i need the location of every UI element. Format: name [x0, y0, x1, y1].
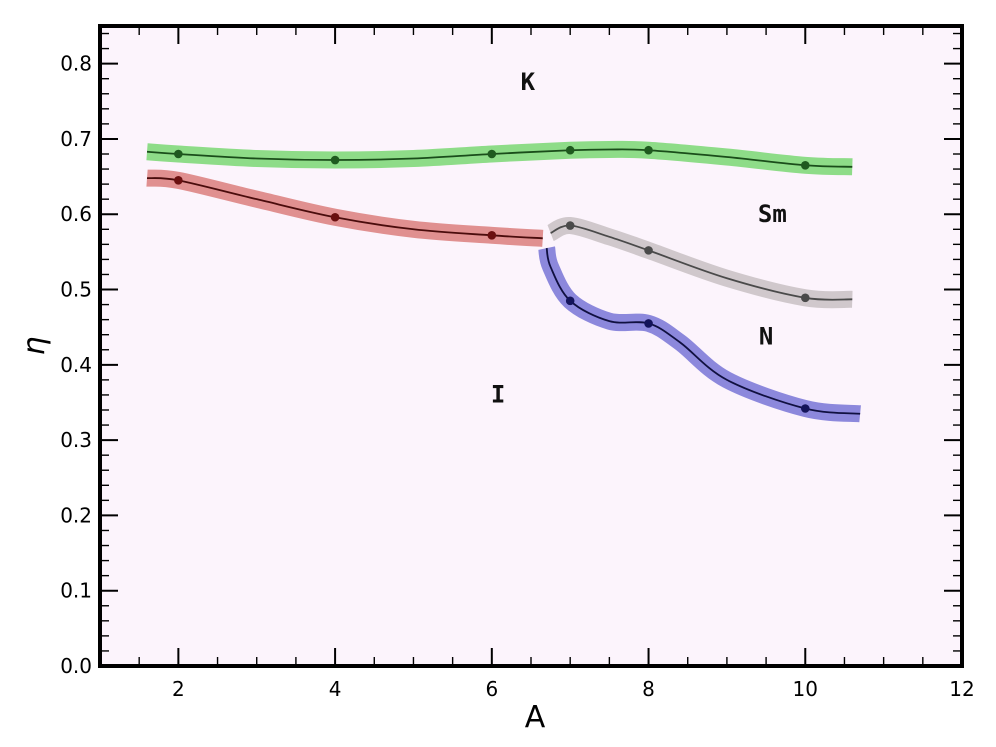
k-boundary-point: [565, 145, 575, 155]
x-tick-label: 2: [172, 677, 185, 701]
region-label-n: N: [759, 322, 773, 350]
sm-boundary-point: [800, 293, 810, 303]
y-tick-label: 0.0: [60, 654, 92, 678]
y-tick-label: 0.6: [60, 202, 92, 226]
y-tick-label: 0.5: [60, 278, 92, 302]
k-boundary-line: [146, 148, 853, 168]
plot-background: [100, 26, 962, 666]
y-axis-ticks: [100, 32, 962, 667]
region-label-k: K: [521, 68, 536, 96]
y-tick-label: 0.8: [60, 52, 92, 76]
y-tick-label: 0.3: [60, 428, 92, 452]
sm-boundary-point: [644, 246, 653, 255]
k-boundary-point: [330, 155, 340, 165]
sm-boundary-point: [565, 221, 575, 230]
region-labels: K Sm N I: [491, 68, 787, 408]
region-label-sm: Sm: [758, 200, 787, 228]
n-boundary-point: [644, 319, 653, 328]
y-tick-label: 0.4: [60, 353, 92, 377]
x-tick-label: 8: [642, 677, 655, 701]
k-boundary-point: [487, 149, 497, 159]
k-boundary-point: [800, 160, 810, 170]
series-points: [174, 145, 810, 413]
tick-labels: 0.0 0.1 0.2 0.3 0.4 0.5 0.6 0.7 0.8 2 4 6 8 10 12: [60, 52, 975, 701]
y-tick-label: 0.7: [60, 127, 92, 151]
x-tick-label: 10: [793, 677, 818, 701]
x-axis-title: A: [525, 700, 546, 735]
plot-frame: [98, 24, 964, 668]
x-tick-label: 4: [329, 677, 342, 701]
i-boundary-point: [487, 231, 497, 240]
region-label-i: I: [491, 380, 505, 408]
y-axis-title: η: [17, 336, 52, 355]
y-tick-label: 0.1: [60, 579, 92, 603]
x-tick-label: 6: [485, 677, 498, 701]
n-boundary-point: [565, 296, 575, 306]
i-boundary-point: [174, 176, 183, 185]
k-boundary-point: [644, 145, 653, 155]
i-boundary-point: [330, 212, 340, 222]
n-boundary-point: [800, 404, 810, 413]
x-tick-label: 12: [949, 677, 974, 701]
y-tick-label: 0.2: [60, 503, 92, 527]
k-boundary-point: [174, 149, 183, 159]
